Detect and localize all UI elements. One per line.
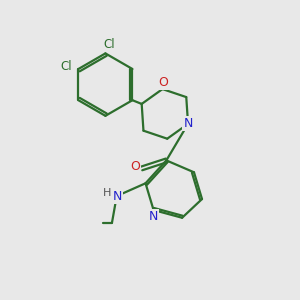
Text: O: O (130, 160, 140, 173)
Text: Cl: Cl (60, 59, 72, 73)
Text: O: O (158, 76, 168, 89)
Text: N: N (148, 210, 158, 223)
Text: N: N (112, 190, 122, 202)
Text: H: H (103, 188, 111, 197)
Text: Cl: Cl (103, 38, 115, 51)
Text: N: N (183, 117, 193, 130)
